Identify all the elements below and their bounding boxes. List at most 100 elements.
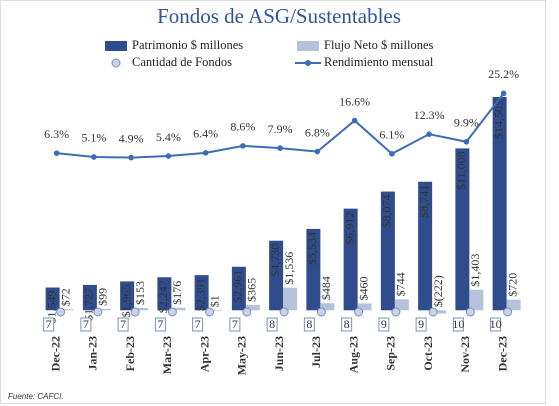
count-box [266, 317, 278, 332]
count-box [378, 317, 390, 332]
bar [59, 309, 74, 311]
data-label: 7 [83, 317, 89, 331]
bar [171, 307, 186, 311]
bar [134, 308, 149, 311]
x-tick-label: Nov-23 [458, 336, 472, 373]
data-label: 7 [120, 317, 126, 331]
bar [506, 299, 521, 311]
x-tick-label: Aug-23 [346, 336, 360, 373]
data-label: 7 [46, 317, 52, 331]
bar [492, 96, 507, 311]
data-label: 6.3% [44, 127, 69, 141]
bar [96, 308, 111, 311]
bar [432, 310, 447, 314]
data-label: $5,534 [305, 232, 319, 265]
point [277, 145, 283, 151]
point [165, 153, 172, 159]
data-label: $8,741 [417, 185, 431, 218]
data-label: 8.6% [230, 120, 255, 134]
data-label: 4.9% [119, 131, 144, 145]
data-label: $1 [207, 295, 221, 307]
data-label: 10 [490, 317, 502, 331]
point [53, 150, 60, 156]
point [500, 90, 507, 97]
x-tick-label: Mar-23 [160, 336, 174, 374]
point [463, 138, 470, 145]
legend-swatch [305, 60, 311, 66]
bar [455, 148, 470, 311]
point [391, 307, 401, 317]
x-tick-label: Apr-23 [197, 336, 211, 372]
point [205, 307, 215, 317]
x-tick-label: Sep-23 [384, 336, 398, 371]
x-tick-label: Dec-22 [48, 336, 62, 371]
x-tick-label: Jun-23 [272, 336, 286, 371]
data-label: $744 [394, 272, 408, 296]
data-label: $176 [170, 281, 184, 305]
chart-title: Fondos de ASG/Sustentables [157, 4, 401, 28]
bar [208, 310, 223, 311]
legend-label: Flujo Neto $ millones [324, 38, 434, 52]
bar [283, 287, 298, 311]
point [93, 307, 103, 317]
point [56, 307, 66, 317]
bar [45, 287, 60, 311]
bar [269, 240, 284, 311]
point [279, 307, 289, 317]
bar [469, 289, 484, 311]
bar [357, 303, 372, 311]
data-label: 9.9% [454, 116, 479, 130]
point [354, 307, 364, 317]
legend-label: Patrimonio $ millones [132, 38, 243, 52]
count-box [452, 317, 464, 332]
x-tick-label: Jul-23 [309, 336, 323, 368]
bar [194, 275, 209, 311]
point [130, 307, 140, 317]
legend-label: Rendimiento mensual [324, 55, 434, 69]
point [316, 307, 326, 317]
point [465, 307, 475, 317]
data-label: $14,505 [491, 100, 505, 139]
data-label: 7 [157, 317, 163, 331]
point [242, 307, 252, 317]
data-label: $4,730 [268, 244, 282, 277]
point [426, 131, 432, 137]
legend-label: Cantidad de Fondos [132, 55, 232, 69]
data-label: $99 [96, 288, 110, 306]
data-label: 9 [381, 317, 387, 331]
x-tick-label: Oct-23 [421, 336, 435, 371]
data-label: $8,074 [380, 195, 394, 228]
frame [0, 0, 546, 404]
data-label: $720 [505, 273, 519, 297]
legend-swatch [111, 58, 121, 68]
point [91, 154, 97, 160]
data-label: $460 [356, 277, 370, 301]
count-box [154, 317, 166, 332]
data-label: $484 [319, 276, 333, 300]
data-label: $1,549 [44, 291, 58, 324]
data-label: $2,391 [193, 278, 207, 311]
point [314, 148, 321, 155]
bar [82, 284, 97, 311]
bar [306, 228, 321, 311]
count-box [341, 317, 353, 332]
bar [231, 266, 246, 311]
data-label: $153 [133, 281, 147, 305]
count-box [490, 317, 502, 332]
data-label: 10 [452, 317, 464, 331]
data-label: $2,247 [156, 280, 170, 313]
data-label: 8 [306, 317, 312, 331]
bar [343, 208, 358, 311]
data-label: $(222) [431, 275, 445, 307]
data-label: $365 [245, 278, 259, 302]
point [202, 150, 209, 156]
data-label: 7 [195, 317, 201, 331]
point [167, 307, 177, 317]
data-label: $1,965 [119, 284, 133, 317]
data-label: 16.6% [339, 94, 370, 108]
bar [418, 181, 433, 311]
count-box [117, 317, 129, 332]
bar [157, 277, 172, 311]
data-label: $72 [58, 288, 72, 306]
